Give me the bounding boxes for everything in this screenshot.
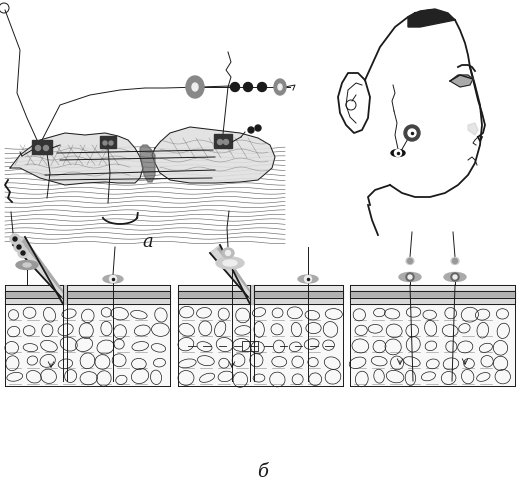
Ellipse shape xyxy=(216,257,244,269)
Circle shape xyxy=(224,139,228,145)
Polygon shape xyxy=(178,285,250,291)
Text: а: а xyxy=(143,233,154,251)
Circle shape xyxy=(408,129,416,137)
Polygon shape xyxy=(217,247,250,293)
Circle shape xyxy=(21,251,25,255)
Ellipse shape xyxy=(222,248,234,258)
Circle shape xyxy=(248,127,254,133)
Circle shape xyxy=(406,273,414,281)
Text: б: б xyxy=(258,463,268,481)
Polygon shape xyxy=(10,133,143,185)
Circle shape xyxy=(44,146,48,150)
Circle shape xyxy=(451,273,459,281)
Circle shape xyxy=(109,276,116,282)
Ellipse shape xyxy=(278,84,282,90)
Polygon shape xyxy=(67,285,170,291)
Circle shape xyxy=(103,141,107,145)
Polygon shape xyxy=(178,304,343,386)
Polygon shape xyxy=(250,285,254,304)
Ellipse shape xyxy=(186,76,204,98)
Ellipse shape xyxy=(223,260,237,266)
Ellipse shape xyxy=(406,257,414,265)
Polygon shape xyxy=(254,285,343,291)
Polygon shape xyxy=(5,285,63,291)
Ellipse shape xyxy=(103,275,123,283)
Polygon shape xyxy=(213,250,249,297)
Circle shape xyxy=(305,276,311,282)
Circle shape xyxy=(17,245,21,249)
Circle shape xyxy=(255,125,261,131)
Ellipse shape xyxy=(399,272,421,281)
Bar xyxy=(214,134,232,148)
Polygon shape xyxy=(21,239,63,294)
Circle shape xyxy=(408,275,412,279)
Ellipse shape xyxy=(391,149,405,157)
Circle shape xyxy=(453,275,457,279)
Polygon shape xyxy=(450,75,473,87)
Polygon shape xyxy=(350,285,515,291)
Circle shape xyxy=(217,139,222,145)
Circle shape xyxy=(244,82,252,92)
Ellipse shape xyxy=(192,83,198,91)
Polygon shape xyxy=(5,291,63,298)
Ellipse shape xyxy=(444,272,466,281)
Polygon shape xyxy=(63,285,67,304)
Circle shape xyxy=(258,82,267,92)
Polygon shape xyxy=(254,298,343,304)
Polygon shape xyxy=(67,291,170,298)
Polygon shape xyxy=(210,245,250,304)
Ellipse shape xyxy=(23,263,31,267)
Ellipse shape xyxy=(16,260,38,269)
Polygon shape xyxy=(350,304,515,386)
Circle shape xyxy=(452,258,458,264)
Circle shape xyxy=(18,248,28,258)
Circle shape xyxy=(408,258,412,264)
Polygon shape xyxy=(408,9,455,27)
Polygon shape xyxy=(5,298,63,304)
Polygon shape xyxy=(350,291,515,298)
Polygon shape xyxy=(67,298,170,304)
Bar xyxy=(100,136,116,148)
Polygon shape xyxy=(13,237,63,304)
Polygon shape xyxy=(5,304,170,386)
Circle shape xyxy=(13,237,17,241)
Polygon shape xyxy=(178,291,250,298)
Ellipse shape xyxy=(274,79,286,95)
Circle shape xyxy=(230,82,239,92)
Ellipse shape xyxy=(226,251,230,255)
Polygon shape xyxy=(152,127,275,183)
Bar xyxy=(32,140,52,154)
Polygon shape xyxy=(140,145,155,182)
Polygon shape xyxy=(17,243,63,297)
Circle shape xyxy=(394,149,401,157)
Circle shape xyxy=(14,242,24,252)
Circle shape xyxy=(109,141,113,145)
Polygon shape xyxy=(254,291,343,298)
Ellipse shape xyxy=(298,275,318,283)
Circle shape xyxy=(404,125,420,141)
Circle shape xyxy=(35,146,41,150)
Polygon shape xyxy=(178,298,250,304)
Ellipse shape xyxy=(451,257,459,265)
Circle shape xyxy=(10,234,20,244)
Polygon shape xyxy=(350,298,515,304)
Polygon shape xyxy=(468,123,478,135)
Bar xyxy=(242,341,258,351)
